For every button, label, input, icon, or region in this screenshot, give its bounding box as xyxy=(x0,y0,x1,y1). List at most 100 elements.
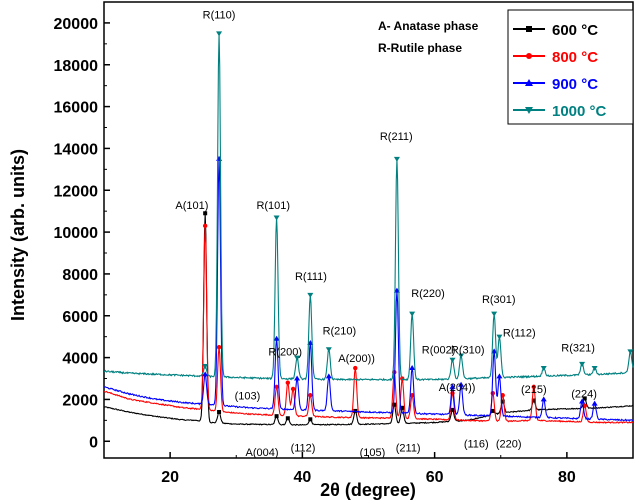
peak-marker xyxy=(491,311,498,317)
peak-marker xyxy=(450,407,455,412)
series-600C xyxy=(104,211,634,427)
peak-marker xyxy=(627,349,634,355)
peak-marker xyxy=(531,398,536,403)
peak-marker xyxy=(531,384,537,390)
legend-marker xyxy=(526,26,532,32)
peak-marker xyxy=(449,383,456,389)
peak-marker xyxy=(490,390,496,396)
peak-marker xyxy=(496,334,503,340)
peak-marker xyxy=(216,155,223,161)
peak-marker xyxy=(325,347,332,353)
peak-label: A(200)) xyxy=(338,353,375,365)
peak-label: (112) xyxy=(291,443,316,455)
peak-marker xyxy=(458,353,465,359)
series-line-900C xyxy=(104,159,634,422)
peak-marker xyxy=(591,366,598,372)
peak-label: (215) xyxy=(521,384,547,396)
legend-marker xyxy=(526,53,532,59)
y-tick-label: 16000 xyxy=(54,100,99,117)
peak-marker xyxy=(540,396,547,402)
peak-label: A(204)) xyxy=(439,382,476,394)
y-tick-label: 0 xyxy=(89,434,98,451)
peak-marker xyxy=(458,381,465,387)
legend-label: 800 °C xyxy=(552,49,598,66)
peak-marker xyxy=(216,344,222,350)
y-tick-label: 10000 xyxy=(54,225,99,242)
peak-marker xyxy=(582,396,587,401)
peak-marker xyxy=(285,380,291,385)
peak-label: R(200) xyxy=(268,347,302,359)
peak-label: R(211) xyxy=(380,131,413,143)
peak-marker xyxy=(216,31,223,37)
peak-marker xyxy=(579,361,586,367)
y-tick-label: 18000 xyxy=(54,58,99,75)
peak-marker xyxy=(496,373,503,379)
y-tick-label: 20000 xyxy=(54,16,99,33)
peak-label: R(112) xyxy=(503,328,536,340)
series-900C xyxy=(104,155,634,422)
peak-marker xyxy=(202,371,209,377)
peak-label: R(111) xyxy=(295,271,327,283)
peak-marker xyxy=(490,408,495,413)
peak-label: R(110) xyxy=(203,10,236,22)
y-tick-label: 6000 xyxy=(62,309,98,326)
peak-label: R(210) xyxy=(323,326,357,338)
peak-label: R(220) xyxy=(411,288,445,300)
x-axis-title: 2θ (degree) xyxy=(320,480,416,500)
peak-marker xyxy=(307,292,314,298)
peak-marker xyxy=(591,400,598,406)
series-line-600C xyxy=(104,213,634,427)
peak-marker xyxy=(540,366,547,372)
peak-label: (103) xyxy=(235,390,261,402)
legend-label: 900 °C xyxy=(552,76,598,93)
legend-marker xyxy=(525,79,533,86)
peak-marker xyxy=(308,417,313,422)
peak-marker xyxy=(353,365,358,371)
peak-marker xyxy=(203,211,208,216)
peak-marker xyxy=(202,223,208,229)
peak-marker xyxy=(294,375,301,381)
peak-marker xyxy=(500,399,505,404)
series-800C xyxy=(104,223,634,424)
peak-marker xyxy=(392,402,397,407)
x-tick-label: 20 xyxy=(161,469,179,486)
peak-label: A(004) xyxy=(246,447,279,459)
peak-label: (116) xyxy=(464,439,489,451)
peak-marker xyxy=(409,311,416,317)
series-1000C xyxy=(104,31,634,382)
peak-marker xyxy=(290,386,296,392)
peak-label: R(301) xyxy=(482,294,516,306)
peak-label: (211) xyxy=(396,443,421,455)
peak-label: A(101) xyxy=(175,200,208,212)
peak-label: R(310) xyxy=(451,344,485,356)
legend-label: 600 °C xyxy=(552,22,598,39)
peak-marker xyxy=(393,156,400,162)
legend: 600 °C 800 °C 900 °C 1000 °C xyxy=(507,9,634,125)
peak-label: (105) xyxy=(360,447,386,459)
x-tick-label: 80 xyxy=(558,469,576,486)
y-tick-label: 4000 xyxy=(62,351,98,368)
x-tick-label: 60 xyxy=(426,469,444,486)
peak-marker xyxy=(409,365,416,371)
peak-marker xyxy=(353,408,358,413)
y-tick-label: 2000 xyxy=(62,392,98,409)
peak-marker xyxy=(274,414,279,419)
peak-marker xyxy=(400,405,405,410)
x-tick-label: 40 xyxy=(293,469,311,486)
peak-label: (220) xyxy=(496,439,522,451)
peak-marker xyxy=(217,409,222,414)
peak-marker xyxy=(409,393,415,398)
series-line-1000C xyxy=(104,33,634,382)
y-axis-title: Intensity (arb. units) xyxy=(8,149,28,321)
peak-marker xyxy=(294,355,301,361)
phase-note-rutile: R-Rutile phase xyxy=(378,41,462,55)
peak-label: R(321) xyxy=(561,342,595,354)
peak-marker xyxy=(273,335,280,341)
series-line-800C xyxy=(104,225,634,424)
peak-marker xyxy=(449,357,456,363)
peak-marker xyxy=(274,384,279,390)
peak-label: R(002) xyxy=(422,344,456,356)
peak-label: R(101) xyxy=(256,200,290,212)
legend-marker xyxy=(525,107,533,114)
